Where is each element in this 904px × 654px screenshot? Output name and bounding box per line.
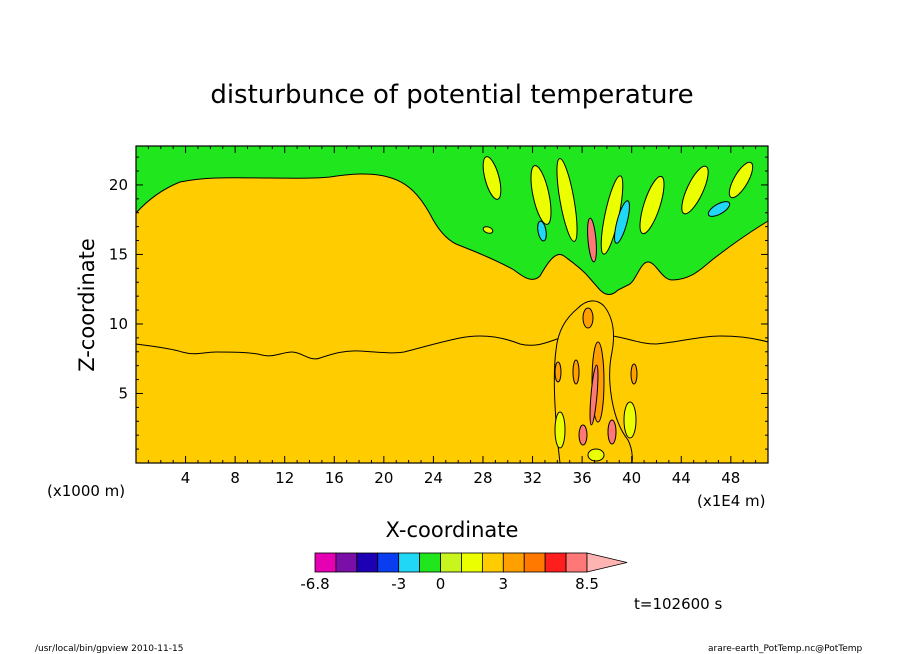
chart-title: disturbunce of potential temperature	[210, 80, 693, 110]
y-tick-label: 20	[109, 176, 128, 194]
contour-cell	[623, 401, 637, 439]
x-tick-label: 16	[325, 469, 344, 487]
x-tick-label: 36	[573, 469, 592, 487]
contour-cell	[728, 161, 754, 199]
plot-area	[135, 145, 769, 464]
contour-cell	[554, 411, 566, 449]
contour-cell	[554, 361, 562, 383]
y-tick-label: 15	[109, 245, 128, 263]
x-tick-label: 28	[473, 469, 492, 487]
contour-cell	[630, 363, 638, 385]
contour-cell	[639, 175, 665, 235]
colorbar-tick-label: 8.5	[575, 575, 599, 593]
contour-cell	[572, 359, 580, 385]
y-axis-label: Z-coordinate	[75, 238, 99, 372]
x-tick-label: 48	[721, 469, 740, 487]
contour-cell	[589, 364, 599, 426]
colorbar-swatch	[440, 552, 462, 573]
y-axis-ticks: 5 10 15 20	[109, 156, 768, 450]
colorbar-tick-label: 3	[499, 575, 509, 593]
colorbar-tick-label: -6.8	[300, 575, 329, 593]
footer-right: arare-earth_PotTemp.nc@PotTemp	[708, 644, 863, 654]
colorbar-swatch	[481, 552, 504, 573]
colorbar-extend-arrow	[586, 552, 628, 573]
upper-layer-region	[135, 145, 769, 295]
contour-cell	[578, 424, 588, 446]
colorbar-swatch	[523, 552, 546, 573]
time-label: t=102600 s	[634, 595, 722, 613]
footer-left: /usr/local/bin/gpview 2010-11-15	[35, 644, 183, 654]
colorbar-swatch	[419, 552, 441, 573]
colorbar-swatch	[314, 552, 337, 573]
colorbar: -6.8 -3 0 3 8.5	[300, 552, 628, 593]
colorbar-swatch	[398, 552, 421, 573]
x-tick-label: 24	[424, 469, 443, 487]
contour-cell	[607, 419, 617, 445]
x-tick-label: 12	[275, 469, 294, 487]
x-tick-label: 40	[622, 469, 641, 487]
y-tick-label: 5	[118, 384, 128, 402]
colorbar-swatch	[502, 552, 525, 573]
lower-layer-boundary	[135, 334, 769, 360]
contour-cell	[614, 200, 630, 244]
x-tick-label: 32	[523, 469, 542, 487]
x-unit-right: (x1E4 m)	[697, 492, 766, 510]
contour-cell	[482, 226, 494, 234]
x-tick-label: 4	[181, 469, 191, 487]
colorbar-swatch	[335, 552, 358, 573]
contour-cell	[587, 217, 597, 263]
contour-cell	[587, 448, 605, 462]
colorbar-swatch	[377, 552, 400, 573]
colorbar-swatch	[461, 552, 483, 573]
colorbar-tick-label: -3	[391, 575, 406, 593]
colorbar-swatch	[544, 552, 567, 573]
contour-cell	[530, 165, 552, 225]
x-tick-label: 44	[672, 469, 691, 487]
y-tick-label: 10	[109, 315, 128, 333]
x-axis-ticks: 4 8 12 16 20 24 28 32 36 40 44 48	[147, 146, 757, 487]
contour-cell	[537, 220, 547, 242]
contour-cell	[482, 156, 502, 200]
contour-cell	[556, 158, 578, 242]
x-unit-left: (x1000 m)	[47, 482, 125, 500]
contour-cell	[707, 201, 731, 217]
contour-cell	[582, 307, 594, 329]
contour-cell	[681, 165, 709, 215]
colorbar-swatch	[356, 552, 379, 573]
plot-frame	[135, 145, 769, 464]
x-tick-label: 20	[374, 469, 393, 487]
x-axis-label: X-coordinate	[386, 518, 519, 542]
x-tick-label: 8	[230, 469, 240, 487]
colorbar-swatch	[565, 552, 588, 573]
colorbar-tick-label: 0	[436, 575, 446, 593]
